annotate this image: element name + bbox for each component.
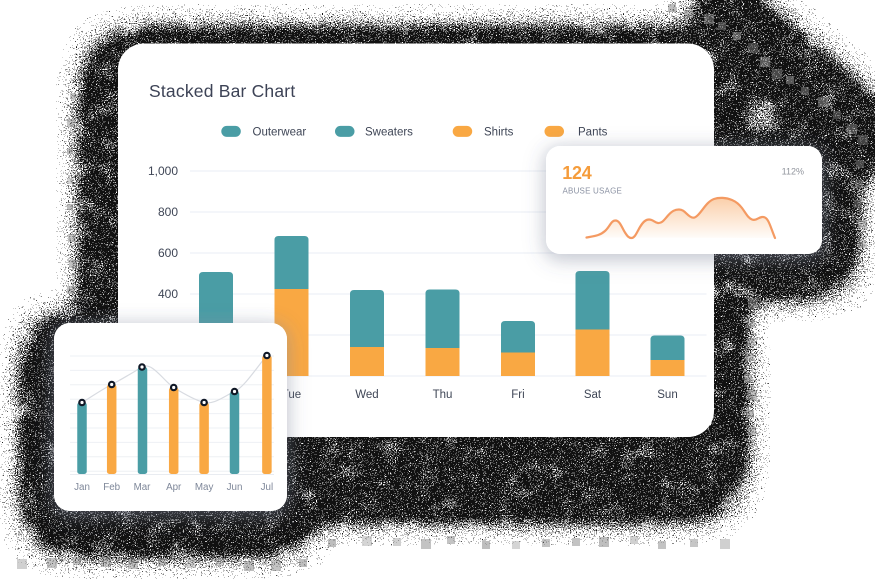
svg-text:Sat: Sat xyxy=(584,389,602,401)
svg-text:ABUSE USAGE: ABUSE USAGE xyxy=(563,187,623,196)
svg-text:Jan: Jan xyxy=(74,482,90,493)
svg-text:Stacked Bar Chart: Stacked Bar Chart xyxy=(149,81,295,101)
svg-text:May: May xyxy=(195,482,214,493)
svg-text:112%: 112% xyxy=(782,167,804,177)
svg-text:Jul: Jul xyxy=(261,482,274,493)
svg-text:124: 124 xyxy=(562,163,591,183)
svg-text:Outerwear: Outerwear xyxy=(253,127,307,139)
svg-text:1,000: 1,000 xyxy=(148,164,178,178)
svg-text:Wed: Wed xyxy=(355,389,378,401)
svg-text:400: 400 xyxy=(158,287,178,301)
svg-text:Jun: Jun xyxy=(227,482,243,493)
svg-text:Shirts: Shirts xyxy=(484,127,514,139)
svg-text:600: 600 xyxy=(158,246,178,260)
svg-text:Pants: Pants xyxy=(578,127,608,139)
svg-text:Mar: Mar xyxy=(134,482,152,493)
svg-text:Fri: Fri xyxy=(511,389,524,401)
svg-text:800: 800 xyxy=(158,205,178,219)
svg-text:Feb: Feb xyxy=(103,482,120,493)
svg-text:Sweaters: Sweaters xyxy=(365,127,413,139)
svg-text:Sun: Sun xyxy=(657,389,677,401)
svg-text:Thu: Thu xyxy=(433,389,453,401)
svg-text:Apr: Apr xyxy=(166,482,182,493)
